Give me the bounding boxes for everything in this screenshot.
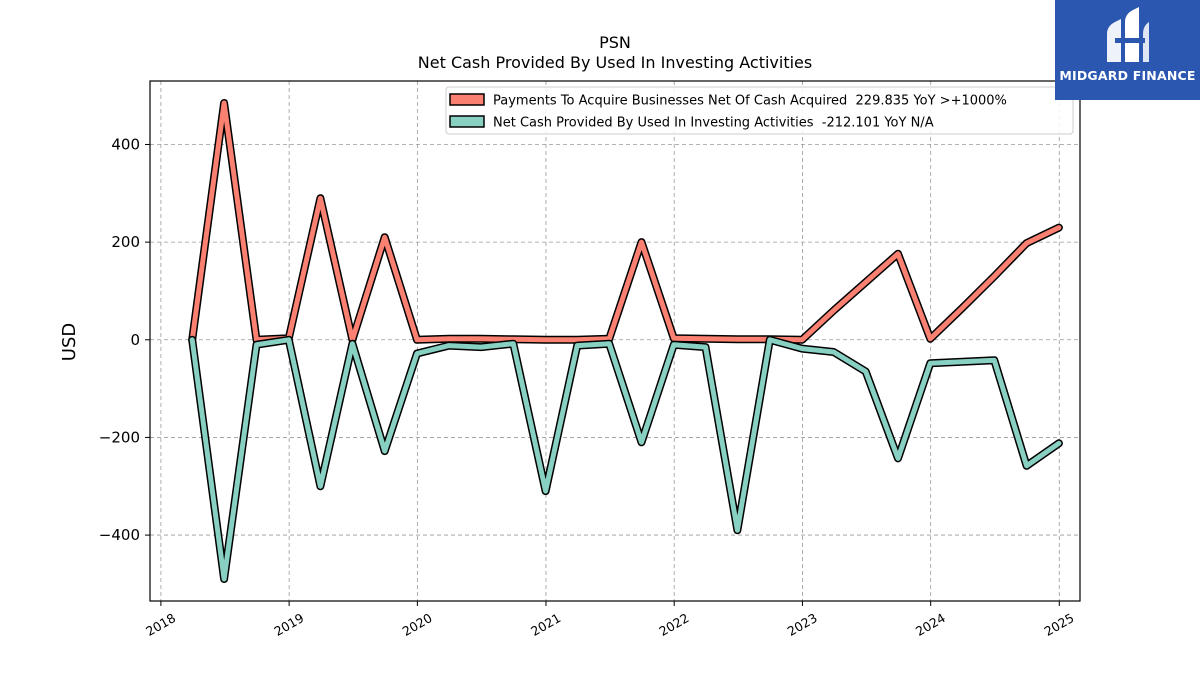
series-line-1 <box>189 337 1062 582</box>
x-tick-label: 2018 <box>143 610 178 639</box>
y-tick-label: −200 <box>99 428 140 446</box>
brand-logo: MIDGARD FINANCE <box>1055 0 1200 100</box>
x-tick-label: 2021 <box>528 610 563 639</box>
x-tick-label: 2019 <box>271 610 306 639</box>
y-tick-label: −400 <box>99 526 140 544</box>
x-tick-label: 2024 <box>913 610 948 639</box>
y-tick-label: 400 <box>111 135 140 153</box>
chart-subtitle: Net Cash Provided By Used In Investing A… <box>418 53 812 72</box>
legend-swatch-payments <box>449 93 485 106</box>
axis-ticks: −400 −200 0 200 400 2018 2019 2020 2021 2022 2023 2… <box>99 135 1077 639</box>
series-line-outline-0 <box>188 99 1063 344</box>
legend-label-net-cash: Net Cash Provided By Used In Investing A… <box>493 116 934 131</box>
legend-label-payments: Payments To Acquire Businesses Net Of Ca… <box>493 94 1007 109</box>
x-tick-label: 2023 <box>785 610 820 639</box>
chart-title: PSN <box>599 33 631 52</box>
logo-text: MIDGARD FINANCE <box>1059 68 1196 83</box>
y-tick-label: 0 <box>130 331 140 349</box>
x-tick-label: 2022 <box>656 610 691 639</box>
legend: Payments To Acquire Businesses Net Of Ca… <box>445 86 1074 135</box>
logo-mark-icon <box>1107 7 1149 62</box>
series-line-outline-1 <box>188 335 1063 583</box>
x-tick-label: 2020 <box>400 610 435 639</box>
x-tick-label: 2025 <box>1041 610 1076 639</box>
y-tick-label: 200 <box>111 233 140 251</box>
series-line-0 <box>189 100 1062 343</box>
plot-area-frame <box>149 80 1081 602</box>
legend-swatch-net-cash <box>449 115 485 128</box>
y-axis-label: USD <box>59 323 80 361</box>
series-lines <box>188 99 1063 583</box>
legend-box <box>445 86 1074 135</box>
